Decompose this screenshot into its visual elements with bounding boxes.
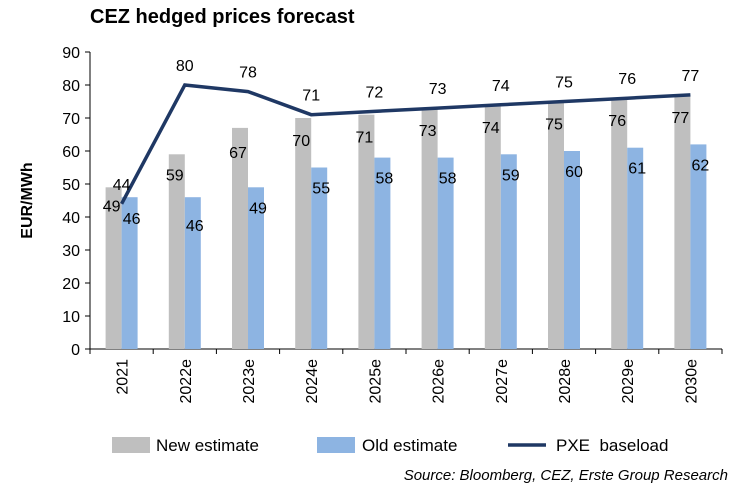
data-label-new-estimate: 71	[356, 130, 374, 147]
x-tick-label: 2026e	[431, 359, 448, 404]
source-note: Source: Bloomberg, CEZ, Erste Group Rese…	[403, 467, 728, 484]
data-label-pxe-baseload: 72	[366, 84, 384, 101]
data-label-old-estimate: 55	[312, 181, 330, 198]
bar-new-estimate	[421, 108, 438, 349]
data-label-new-estimate: 77	[672, 110, 690, 127]
legend-label-pxe-baseload: PXE baseload	[556, 436, 668, 455]
bar-old-estimate	[500, 154, 517, 349]
y-tick-label: 90	[62, 45, 80, 62]
data-label-new-estimate: 73	[419, 123, 437, 140]
bar-old-estimate	[374, 157, 391, 349]
bar-new-estimate	[295, 118, 312, 349]
x-tick-label: 2022e	[178, 359, 195, 404]
y-tick-label: 70	[62, 111, 80, 128]
data-label-new-estimate: 75	[545, 117, 563, 134]
data-label-old-estimate: 58	[376, 171, 394, 188]
data-label-pxe-baseload: 80	[176, 58, 194, 75]
line-pxe-baseload	[120, 83, 691, 205]
chart-title: CEZ hedged prices forecast	[90, 6, 355, 28]
data-label-old-estimate: 49	[249, 200, 267, 217]
data-label-pxe-baseload: 73	[429, 81, 447, 98]
bar-new-estimate	[105, 187, 122, 349]
data-label-pxe-baseload: 44	[113, 177, 131, 194]
bar-old-estimate	[121, 197, 138, 349]
x-tick-label: 2023e	[241, 359, 258, 404]
bar-new-estimate	[232, 127, 248, 350]
bar-new-estimate	[358, 114, 375, 349]
bar-old-estimate	[184, 197, 201, 349]
bar-new-estimate	[548, 101, 564, 349]
data-label-old-estimate: 62	[692, 157, 710, 174]
data-label-new-estimate: 74	[482, 120, 500, 137]
x-tick-label: 2024e	[304, 359, 321, 404]
bar-new-estimate	[674, 94, 691, 350]
data-label-old-estimate: 59	[502, 167, 520, 184]
bar-old-estimate	[627, 147, 644, 349]
chart-legend: New estimate Old estimate PXE baseload	[112, 436, 668, 455]
x-tick-label: 2029e	[620, 359, 637, 404]
y-tick-label: 40	[62, 210, 80, 227]
bar-old-estimate	[311, 167, 328, 349]
bar-new-estimate	[484, 104, 501, 349]
chart-line	[120, 83, 691, 205]
data-label-pxe-baseload: 75	[555, 75, 573, 92]
legend-swatch-old-estimate	[317, 437, 355, 453]
data-label-old-estimate: 46	[123, 211, 141, 228]
x-tick-label: 2030e	[683, 359, 700, 404]
data-label-pxe-baseload: 77	[682, 68, 700, 85]
data-label-pxe-baseload: 71	[302, 88, 320, 105]
bar-old-estimate	[437, 157, 454, 349]
bar-new-estimate	[611, 98, 628, 349]
data-label-new-estimate: 49	[103, 198, 121, 215]
x-tick-label: 2027e	[494, 359, 511, 404]
y-tick-label: 80	[62, 78, 80, 95]
legend-label-old-estimate: Old estimate	[362, 436, 457, 455]
y-tick-label: 50	[62, 177, 80, 194]
data-label-pxe-baseload: 74	[492, 78, 510, 95]
data-label-old-estimate: 58	[439, 171, 457, 188]
legend-swatch-new-estimate	[112, 437, 150, 453]
x-tick-label: 2021	[115, 359, 132, 395]
data-label-new-estimate: 67	[229, 145, 247, 162]
chart-bars	[105, 94, 707, 350]
data-label-new-estimate: 76	[608, 113, 626, 130]
bar-old-estimate	[690, 144, 707, 349]
data-label-old-estimate: 60	[565, 164, 583, 181]
y-tick-label: 20	[62, 276, 80, 293]
data-label-pxe-baseload: 76	[618, 71, 636, 88]
bar-new-estimate	[168, 154, 185, 349]
bar-old-estimate	[564, 151, 580, 349]
chart-data-labels: 4449468059467867497170557271587373587474…	[103, 58, 710, 235]
y-tick-label: 0	[71, 342, 80, 359]
y-tick-label: 60	[62, 144, 80, 161]
legend-label-new-estimate: New estimate	[156, 436, 259, 455]
data-label-pxe-baseload: 78	[239, 65, 257, 82]
x-tick-label: 2028e	[557, 359, 574, 404]
x-tick-label: 2025e	[367, 359, 384, 404]
data-label-old-estimate: 46	[186, 218, 204, 235]
y-tick-label: 10	[62, 309, 80, 326]
y-axis-label: EUR/MWh	[19, 162, 36, 238]
y-tick-label: 30	[62, 243, 80, 260]
bar-old-estimate	[248, 187, 264, 349]
data-label-new-estimate: 70	[292, 133, 310, 150]
data-label-new-estimate: 59	[166, 167, 184, 184]
data-label-old-estimate: 61	[628, 161, 646, 178]
